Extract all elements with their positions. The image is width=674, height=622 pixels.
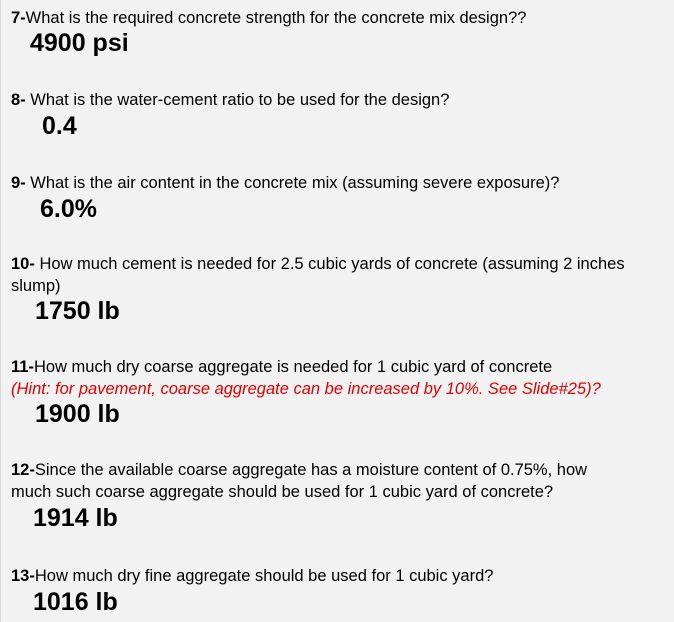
question-11: 11-How much dry coarse aggregate is need… <box>11 358 601 398</box>
answer-12: 1914 lb <box>33 504 118 532</box>
question-9: 9- What is the air content in the concre… <box>11 174 560 192</box>
question-10: 10- How much cement is needed for 2.5 cu… <box>11 255 625 295</box>
hint-text: (Hint: for pavement, coarse aggregate ca… <box>11 380 601 398</box>
answer-9: 6.0% <box>40 195 97 223</box>
question-12: 12-Since the available coarse aggregate … <box>11 461 588 501</box>
answer-8: 0.4 <box>42 112 77 140</box>
question-13: 13-How much dry fine aggregate should be… <box>11 567 494 585</box>
left-border <box>0 0 1 622</box>
answer-7: 4900 psi <box>30 29 129 57</box>
answer-10: 1750 lb <box>35 297 120 325</box>
question-8: 8- What is the water-cement ratio to be … <box>11 91 450 109</box>
answer-11: 1900 lb <box>35 400 120 428</box>
question-7: 7-What is the required concrete strength… <box>11 9 527 27</box>
answer-13: 1016 lb <box>33 588 118 616</box>
